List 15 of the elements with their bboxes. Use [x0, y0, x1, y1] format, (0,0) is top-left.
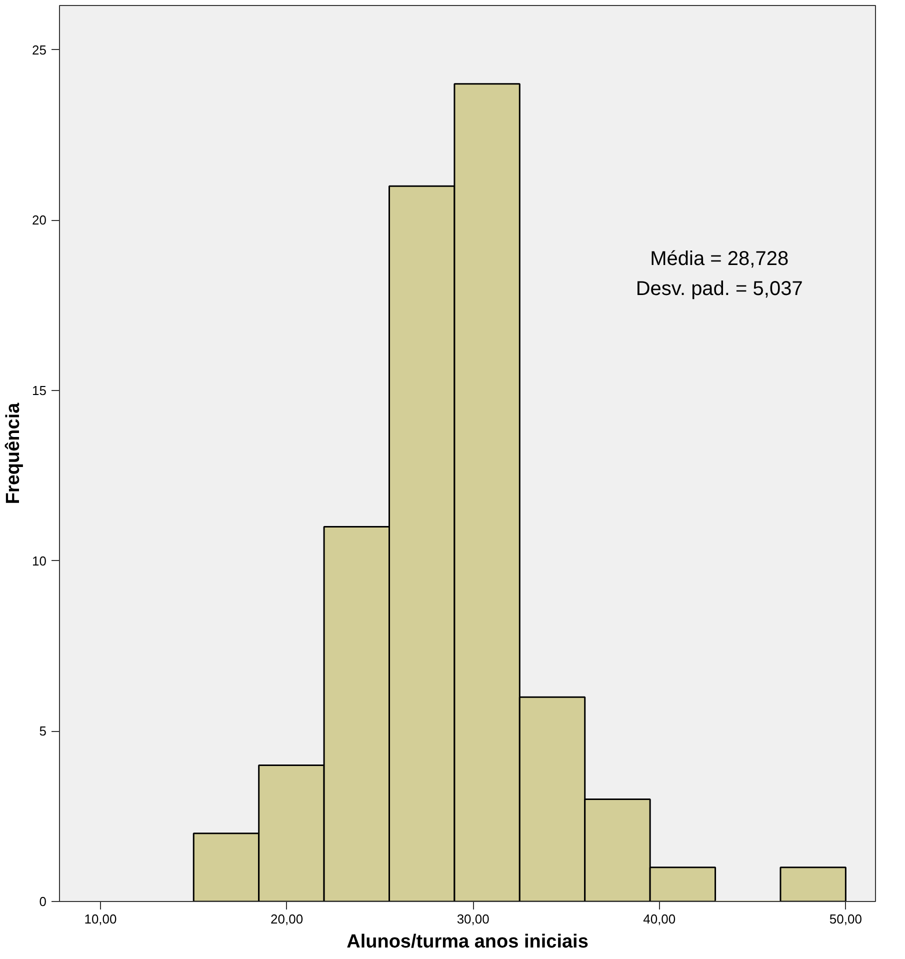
x-tick-label: 30,00: [456, 912, 490, 926]
y-tick-label: 25: [32, 42, 47, 58]
annotation: Média = 28,728: [650, 248, 789, 270]
y-axis-title: Frequência: [3, 402, 24, 504]
x-tick-label: 10,00: [84, 912, 117, 926]
y-tick-label: 15: [32, 382, 47, 398]
x-tick-label: 40,00: [643, 912, 676, 926]
annotation: Desv. pad. = 5,037: [636, 278, 803, 300]
y-tick-label: 20: [32, 212, 47, 228]
x-tick-label: 50,00: [829, 912, 862, 926]
x-axis-title: Alunos/turma anos iniciais: [346, 932, 588, 952]
y-tick-label: 10: [32, 553, 47, 568]
x-tick-label: 20,00: [270, 912, 304, 926]
y-tick-label: 0: [39, 894, 47, 909]
y-tick-label: 5: [39, 724, 47, 739]
